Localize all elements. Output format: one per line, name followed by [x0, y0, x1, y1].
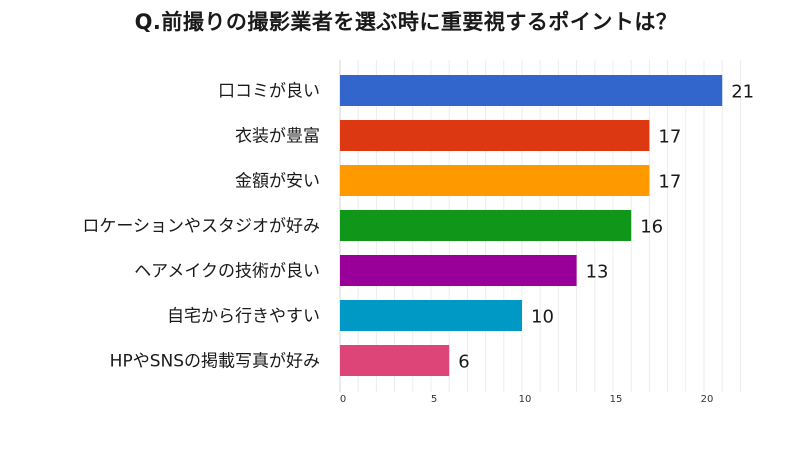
labels: 0 5 10 15 20 口コミが良い 21 衣装が豊富 17 金額が安い 17 ロケーションやスタジ… [82, 82, 754, 406]
value-label: 17 [658, 127, 681, 148]
x-tick-label: 5 [431, 394, 437, 405]
value-label: 6 [458, 352, 469, 373]
value-label: 16 [640, 217, 663, 238]
x-tick-label: 10 [519, 394, 532, 405]
category-label: ロケーションやスタジオが好み [82, 217, 320, 237]
bar [340, 210, 632, 241]
category-label: 口コミが良い [218, 82, 320, 102]
x-tick-label: 0 [340, 394, 346, 405]
category-label: 衣装が豊富 [235, 127, 320, 147]
value-label: 13 [586, 262, 609, 283]
bar [340, 255, 577, 286]
x-tick-label: 15 [610, 394, 623, 405]
bars [340, 75, 723, 376]
category-label: ヘアメイクの技術が良い [134, 262, 320, 282]
category-label: 自宅から行きやすい [167, 307, 320, 327]
x-tick-label: 20 [701, 394, 714, 405]
bar [340, 345, 450, 376]
category-label: 金額が安い [235, 172, 320, 192]
bar [340, 300, 522, 331]
chart-title: Q.前撮りの撮影業者を選ぶ時に重要視するポイントは？ [134, 10, 678, 34]
bar [340, 75, 723, 106]
value-label: 21 [731, 82, 754, 103]
value-label: 10 [531, 307, 554, 328]
bar [340, 120, 650, 151]
bar [340, 165, 650, 196]
value-label: 17 [658, 172, 681, 193]
category-label: HPやSNSの掲載写真が好み [110, 352, 320, 372]
